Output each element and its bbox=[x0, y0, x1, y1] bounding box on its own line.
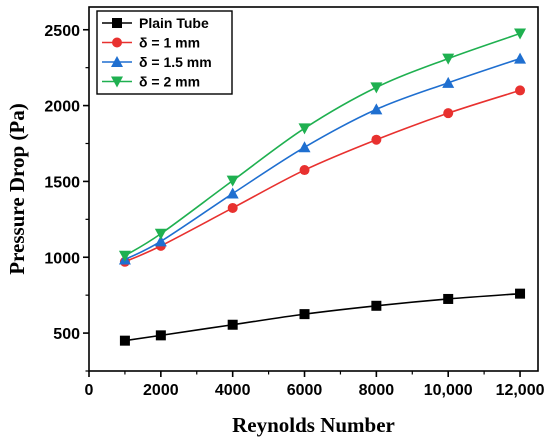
legend-label: δ = 2 mm bbox=[139, 74, 200, 90]
legend-marker bbox=[111, 56, 123, 67]
data-point bbox=[371, 300, 382, 311]
legend-marker bbox=[112, 37, 122, 48]
legend-marker bbox=[111, 76, 123, 88]
x-tick-label: 6000 bbox=[287, 382, 323, 399]
y-axis: 500 1000 1500 2000 2500 bbox=[44, 23, 89, 372]
series-0 bbox=[119, 288, 526, 346]
series-layer bbox=[118, 28, 527, 346]
data-point bbox=[514, 52, 527, 64]
data-point bbox=[226, 175, 239, 187]
data-point bbox=[119, 335, 130, 346]
series-line bbox=[124, 292, 521, 342]
legend-label: δ = 1 mm bbox=[139, 35, 200, 51]
data-point bbox=[154, 228, 167, 240]
data-point bbox=[227, 202, 238, 213]
x-tick-label: 12,000 bbox=[496, 382, 545, 399]
data-point bbox=[299, 165, 310, 176]
data-point bbox=[299, 309, 310, 320]
data-point bbox=[515, 288, 526, 299]
plot-border bbox=[88, 6, 539, 372]
y-tick-label: 2000 bbox=[44, 99, 80, 116]
data-point bbox=[443, 293, 454, 304]
y-axis-title: Pressure Drop (Pa) bbox=[5, 103, 29, 274]
data-point bbox=[442, 76, 455, 88]
data-point bbox=[514, 28, 527, 40]
data-point bbox=[226, 187, 239, 199]
data-point bbox=[442, 53, 455, 65]
x-axis: 0 2000 4000 6000 8000 10,000 12,000 bbox=[85, 371, 545, 399]
series-3 bbox=[118, 28, 527, 262]
series-2 bbox=[118, 52, 527, 265]
x-tick-label: 8000 bbox=[359, 382, 395, 399]
x-axis-title: Reynolds Number bbox=[232, 413, 395, 437]
y-tick-label: 1500 bbox=[44, 174, 80, 191]
legend-item: δ = 2 mm bbox=[102, 74, 200, 90]
y-tick-label: 1000 bbox=[44, 250, 80, 267]
legend-item: Plain Tube bbox=[102, 15, 209, 31]
data-point bbox=[371, 134, 382, 145]
data-point bbox=[515, 85, 526, 96]
data-point bbox=[298, 123, 311, 135]
data-point bbox=[443, 108, 454, 119]
legend-marker bbox=[112, 18, 122, 28]
legend-label: δ = 1.5 mm bbox=[139, 54, 212, 70]
legend: Plain Tube δ = 1 mm δ = 1.5 mm δ = 2 mm bbox=[96, 10, 233, 95]
x-tick-label: 2000 bbox=[143, 382, 179, 399]
x-tick-label: 10,000 bbox=[424, 382, 473, 399]
x-tick-label: 4000 bbox=[215, 382, 251, 399]
series-1 bbox=[119, 85, 526, 267]
data-point bbox=[370, 103, 383, 115]
x-tick-label: 0 bbox=[85, 382, 94, 399]
y-tick-label: 500 bbox=[53, 326, 80, 343]
legend-item: δ = 1.5 mm bbox=[102, 54, 212, 70]
data-point bbox=[298, 141, 311, 153]
data-point bbox=[227, 319, 238, 330]
plot-frame bbox=[88, 6, 539, 372]
data-point bbox=[155, 330, 166, 341]
legend-item: δ = 1 mm bbox=[102, 35, 200, 51]
legend-label: Plain Tube bbox=[139, 15, 209, 31]
data-point bbox=[118, 250, 131, 262]
data-point bbox=[154, 235, 167, 247]
y-tick-label: 2500 bbox=[44, 23, 80, 40]
data-point bbox=[370, 82, 383, 94]
